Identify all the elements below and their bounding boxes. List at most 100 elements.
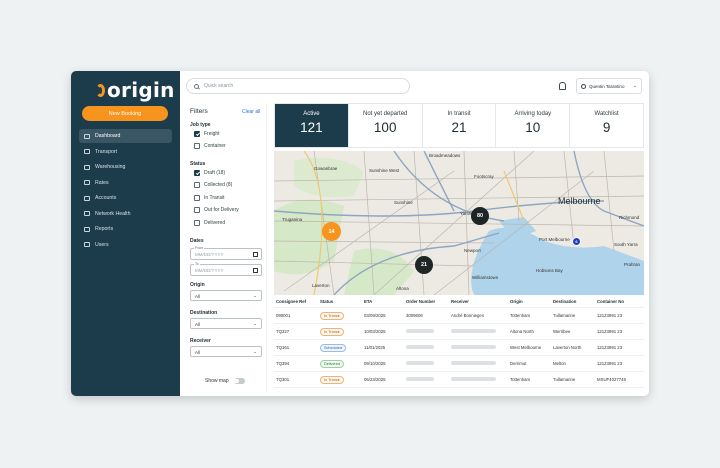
users-icon	[84, 242, 90, 247]
cell-eta: 09/10/2025	[362, 361, 404, 366]
sidebar-item-warehousing[interactable]: Warehousing	[79, 160, 172, 174]
clear-all-link[interactable]: Clear all	[242, 109, 260, 115]
sidebar-item-label: Accounts	[95, 195, 116, 201]
show-map-toggle[interactable]	[234, 378, 245, 384]
date-to-field[interactable]: To MM/DD/YYYY	[190, 264, 262, 276]
stat-label: In transit	[423, 111, 496, 117]
cell-destination: Tullamarine	[551, 313, 595, 318]
search-placeholder: Quick search	[204, 83, 233, 89]
sidebar-item-dashboard[interactable]: Dashboard	[79, 129, 172, 143]
stat-not-yet-departed[interactable]: Not yet departed 100	[349, 104, 423, 147]
column-header[interactable]: Container No	[595, 299, 644, 304]
column-header[interactable]: Origin	[508, 299, 551, 304]
calendar-icon[interactable]	[253, 268, 258, 273]
receiver-select[interactable]: All ⌄	[190, 346, 262, 357]
calendar-icon[interactable]	[253, 252, 258, 257]
checkbox-box[interactable]	[194, 131, 200, 137]
column-header[interactable]: Consignee Ref	[274, 299, 318, 304]
sidebar-item-network-health[interactable]: Network Health	[79, 207, 172, 221]
stat-active[interactable]: Active 121	[275, 104, 349, 147]
sidebar-item-transport[interactable]: Transport	[79, 145, 172, 159]
stat-label: Arriving today	[496, 111, 569, 117]
destination-select[interactable]: All ⌄	[190, 318, 262, 329]
cell-destination: Melton	[551, 361, 595, 366]
checkbox-box[interactable]	[194, 143, 200, 149]
map-label: Newport	[464, 248, 481, 253]
search-input[interactable]: Quick search	[186, 78, 410, 94]
map-label: Broadmeadows	[429, 153, 460, 158]
warehouse-icon	[84, 165, 90, 170]
map-cluster-6[interactable]: 6	[572, 237, 581, 246]
placeholder-bar	[406, 361, 434, 365]
sidebar-item-rates[interactable]: Rates	[79, 176, 172, 190]
status-badge: Scheduled	[320, 344, 346, 352]
sidebar-item-accounts[interactable]: Accounts	[79, 191, 172, 205]
cell-container: 12123891 23	[595, 313, 644, 318]
map-cluster-14[interactable]: 14	[322, 222, 341, 241]
checkbox-label: Out for Delivery	[204, 207, 239, 213]
checkbox-in-transit[interactable]: In Transit	[194, 194, 225, 201]
stat-in-transit[interactable]: In transit 21	[423, 104, 497, 147]
cell-eta: 06/23/2025	[362, 377, 404, 382]
status-badge: In Transit	[320, 328, 344, 336]
chevron-down-icon: ⌄	[253, 293, 257, 299]
origin-label: Origin	[190, 282, 205, 288]
checkbox-out-for-delivery[interactable]: Out for Delivery	[194, 207, 239, 214]
date-from-label: From	[194, 246, 204, 250]
sidebar-item-label: Network Health	[95, 211, 130, 217]
date-from-field[interactable]: From MM/DD/YYYY	[190, 248, 262, 260]
table-row[interactable]: TQ394 Delivered 09/10/2025 Derrimut Melton 12…	[274, 356, 644, 372]
checkbox-box[interactable]	[194, 182, 200, 188]
filters-panel: Filters Clear all Job type Freight Contai…	[187, 105, 267, 392]
user-menu[interactable]: Quentin Tarantino ⌄	[576, 78, 642, 94]
sidebar-item-users[interactable]: Users	[79, 238, 172, 252]
map-label: Williamstown	[472, 275, 498, 280]
column-header[interactable]: ETA	[362, 299, 404, 304]
table-row[interactable]: 090001 In Transit 03/09/2025 3009606 André B…	[274, 308, 644, 324]
checkbox-collected-8-[interactable]: Collected (8)	[194, 182, 232, 189]
cell-container: 12123891 23	[595, 329, 644, 334]
checkbox-box[interactable]	[194, 220, 200, 226]
cell-origin: Derrimut	[508, 361, 551, 366]
cell-receiver	[449, 345, 508, 350]
stat-arriving-today[interactable]: Arriving today 10	[496, 104, 570, 147]
column-header[interactable]: Status	[318, 299, 362, 304]
checkbox-label: Draft (18)	[204, 170, 225, 176]
dashboard-icon	[84, 134, 90, 139]
reports-icon	[84, 227, 90, 232]
bell-icon[interactable]	[559, 82, 566, 90]
cell-destination: Tullamarine	[551, 377, 595, 382]
checkbox-freight[interactable]: Freight	[194, 130, 220, 137]
column-header[interactable]: Receiver	[449, 299, 508, 304]
checkbox-container[interactable]: Container	[194, 143, 226, 150]
placeholder-bar	[451, 361, 496, 365]
origin-select[interactable]: All ⌄	[190, 290, 262, 301]
column-header[interactable]: Destination	[551, 299, 595, 304]
search-icon	[194, 84, 199, 89]
sidebar-item-reports[interactable]: Reports	[79, 222, 172, 236]
cell-origin: West Melbourne	[508, 345, 551, 350]
map-cluster-21[interactable]: 21	[415, 256, 433, 274]
map-cluster-80[interactable]: 80	[471, 207, 489, 225]
map-label: Truganina	[282, 217, 302, 222]
new-booking-button[interactable]: New Booking	[82, 106, 168, 121]
checkbox-box[interactable]	[194, 207, 200, 213]
table-row[interactable]: TQ161 Scheduled 11/01/2025 West Melbourne La…	[274, 340, 644, 356]
checkbox-draft-18-[interactable]: Draft (18)	[194, 169, 225, 176]
stat-watchlist[interactable]: Watchlist 9	[570, 104, 643, 147]
stats-bar: Active 121 Not yet departed 100 In transit 21…	[274, 103, 644, 148]
sidebar: origin New Booking Dashboard Transport War…	[71, 71, 180, 396]
checkbox-box[interactable]	[194, 195, 200, 201]
column-header[interactable]: Order Number	[404, 299, 449, 304]
stat-label: Watchlist	[570, 111, 643, 117]
checkbox-box[interactable]	[194, 170, 200, 176]
checkbox-delivered[interactable]: Delivered	[194, 219, 225, 226]
status-label: Status	[190, 161, 205, 167]
date-to-label: To	[194, 262, 200, 266]
table-row[interactable]: TQ327 In Transit 10/03/2025 Altona North Wer…	[274, 324, 644, 340]
cell-ref: TQ161	[274, 345, 318, 350]
map-view[interactable]: Broadmeadows Gowanbrae Sunshine West Foo…	[274, 151, 644, 295]
sidebar-item-label: Reports	[95, 226, 113, 232]
table-row[interactable]: TQ301 In Transit 06/23/2025 Tottenham Tullam…	[274, 372, 644, 388]
date-from-placeholder: MM/DD/YYYY	[195, 252, 224, 257]
